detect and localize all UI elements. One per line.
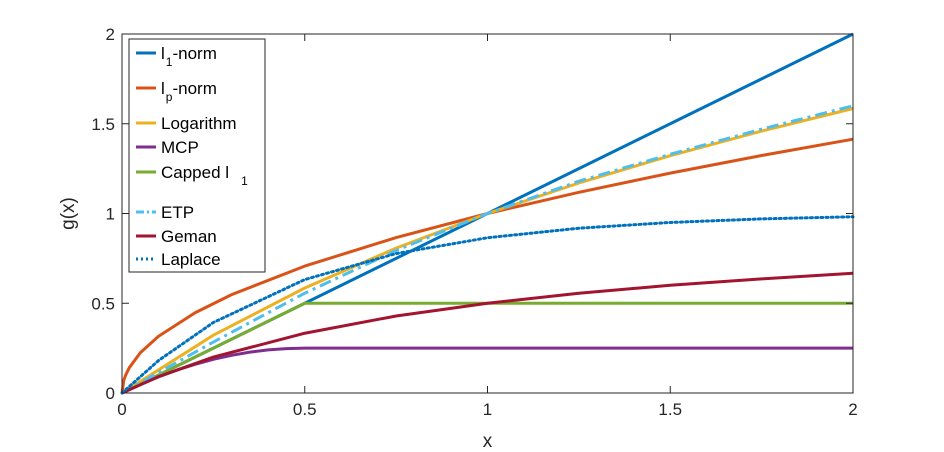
legend-label-6: Geman xyxy=(161,227,217,246)
y-tick-label: 0.5 xyxy=(91,294,115,313)
x-tick-label: 0.5 xyxy=(293,400,317,419)
legend-label-5: ETP xyxy=(161,203,194,222)
legend-box xyxy=(128,38,266,273)
series-line-5 xyxy=(121,104,854,395)
y-tick-label: 2 xyxy=(106,25,115,44)
series-line-4 xyxy=(121,301,853,395)
series-line-7 xyxy=(120,215,855,395)
legend-label-3: MCP xyxy=(161,138,199,157)
y-axis-label: g(x) xyxy=(58,197,79,230)
axes-layer: 0 0.5 1 1.5 2 0 0.5 1 1.5 2 x g(x) xyxy=(58,25,858,452)
series-layer xyxy=(120,32,855,395)
y-tick-label: 1 xyxy=(106,205,115,224)
legend-label-1: lp-norm xyxy=(161,79,217,104)
series-line-6 xyxy=(121,271,854,395)
x-tick-label: 2 xyxy=(848,400,857,419)
y-tick-label: 1.5 xyxy=(91,115,115,134)
legend-label-2: Logarithm xyxy=(161,114,237,133)
x-axis-label: x xyxy=(483,431,493,452)
legend: l1-norm lp-norm Logarithm MCP Capped l 1 ETP Ge… xyxy=(128,38,266,273)
series-line-1 xyxy=(120,137,854,394)
y-tick-label: 0 xyxy=(106,384,115,403)
legend-label-0: l1-norm xyxy=(161,44,217,69)
legend-label-7: Laplace xyxy=(161,250,221,269)
x-tick-label: 1 xyxy=(483,400,492,419)
x-tick-label: 1.5 xyxy=(658,400,682,419)
x-tick-label: 0 xyxy=(117,400,126,419)
